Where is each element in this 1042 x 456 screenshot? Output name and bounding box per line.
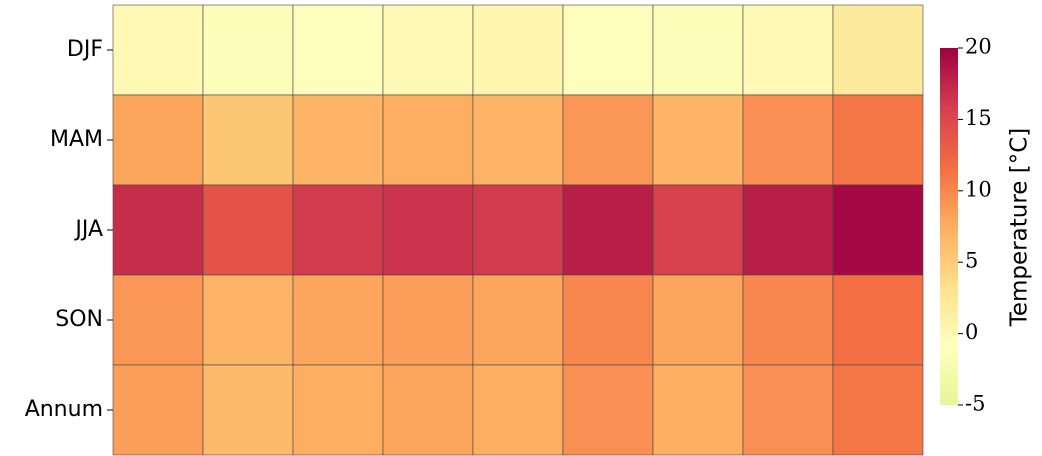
heatmap-cell (202, 274, 294, 366)
heatmap-cell (472, 184, 564, 276)
heatmap-cell (382, 184, 474, 276)
colorbar-tick-label: 0 (965, 320, 978, 344)
heatmap-cell (292, 4, 384, 96)
heatmap-cell (472, 274, 564, 366)
heatmap-cell (382, 274, 474, 366)
heatmap-cell (472, 4, 564, 96)
heatmap-cell (202, 364, 294, 456)
heatmap-cell (202, 4, 294, 96)
row-label: MAM (50, 127, 103, 152)
heatmap-cell (382, 364, 474, 456)
colorbar-title: Temperature [°C] (1007, 128, 1033, 328)
colorbar-tick-label: 15 (965, 106, 992, 130)
heatmap-cell (112, 274, 204, 366)
colorbar-tick-label: -5 (965, 392, 985, 416)
heatmap-cell (742, 94, 834, 186)
heatmap-cell (382, 4, 474, 96)
row-label: Annum (25, 397, 103, 422)
heatmap-cell (292, 184, 384, 276)
heatmap-cell (202, 94, 294, 186)
heatmap-cell (112, 4, 204, 96)
row-label: DJF (67, 37, 103, 62)
heatmap-cell (652, 184, 744, 276)
heatmap-cell (472, 94, 564, 186)
heatmap-cell (562, 94, 654, 186)
heatmap-cell (202, 184, 294, 276)
heatmap-cell (472, 364, 564, 456)
colorbar-tick-label: 20 (965, 35, 992, 59)
heatmap-cell (832, 4, 924, 96)
heatmap-cell (382, 94, 474, 186)
heatmap-cell (292, 364, 384, 456)
heatmap-cell (562, 184, 654, 276)
heatmap-cell (742, 184, 834, 276)
heatmap-cell (832, 94, 924, 186)
colorbar-tick-label: 10 (965, 177, 992, 201)
heatmap-cell (832, 364, 924, 456)
heatmap-cell (742, 364, 834, 456)
heatmap-cell (292, 274, 384, 366)
heatmap-cell (112, 184, 204, 276)
colorbar-tick-label: 5 (965, 249, 978, 273)
row-label: JJA (73, 217, 103, 242)
heatmap-cell (742, 274, 834, 366)
heatmap-cell (652, 274, 744, 366)
heatmap-cell (562, 364, 654, 456)
heatmap-cell (832, 274, 924, 366)
heatmap-cell (112, 94, 204, 186)
heatmap-cell (652, 364, 744, 456)
heatmap-cell (562, 4, 654, 96)
row-label: SON (55, 307, 103, 332)
heatmap-cell (652, 4, 744, 96)
heatmap-cell (292, 94, 384, 186)
heatmap-cell (112, 364, 204, 456)
colorbar (940, 48, 958, 405)
heatmap-cell (562, 274, 654, 366)
heatmap-cell (832, 184, 924, 276)
heatmap-cell (652, 94, 744, 186)
heatmap-cell (742, 4, 834, 96)
